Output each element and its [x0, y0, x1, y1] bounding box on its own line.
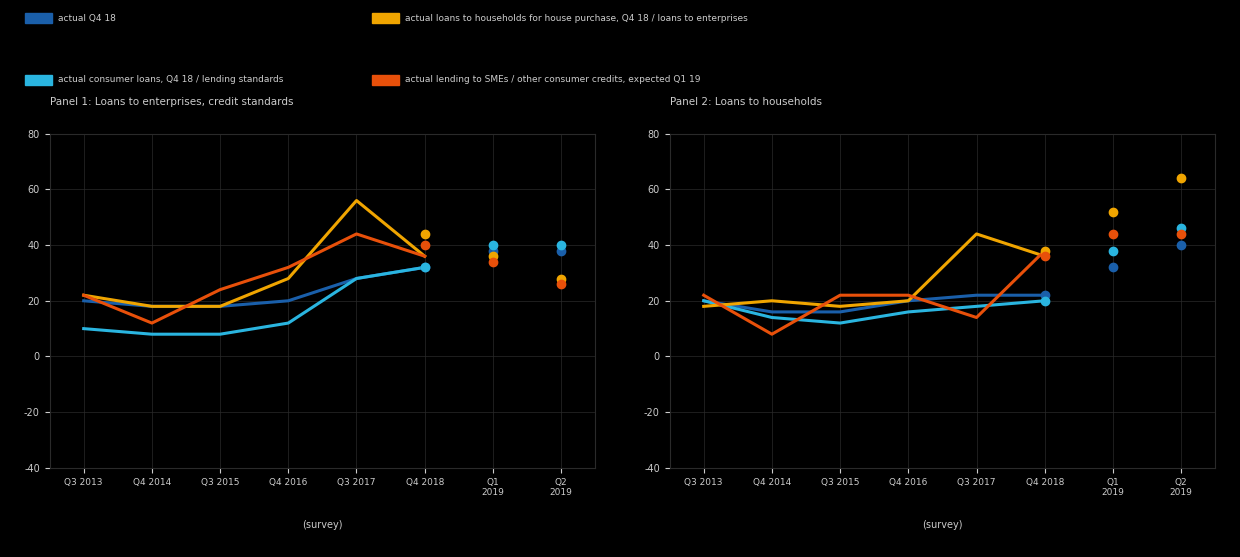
Text: Panel 2: Loans to households: Panel 2: Loans to households: [670, 97, 822, 107]
Text: actual Q4 18: actual Q4 18: [58, 14, 117, 23]
Text: Panel 1: Loans to enterprises, credit standards: Panel 1: Loans to enterprises, credit st…: [50, 97, 293, 107]
Text: actual loans to households for house purchase, Q4 18 / loans to enterprises: actual loans to households for house pur…: [405, 14, 748, 23]
Text: actual consumer loans, Q4 18 / lending standards: actual consumer loans, Q4 18 / lending s…: [58, 75, 284, 84]
Text: actual lending to SMEs / other consumer credits, expected Q1 19: actual lending to SMEs / other consumer …: [405, 75, 701, 84]
Text: (survey): (survey): [923, 520, 962, 530]
Text: (survey): (survey): [303, 520, 342, 530]
